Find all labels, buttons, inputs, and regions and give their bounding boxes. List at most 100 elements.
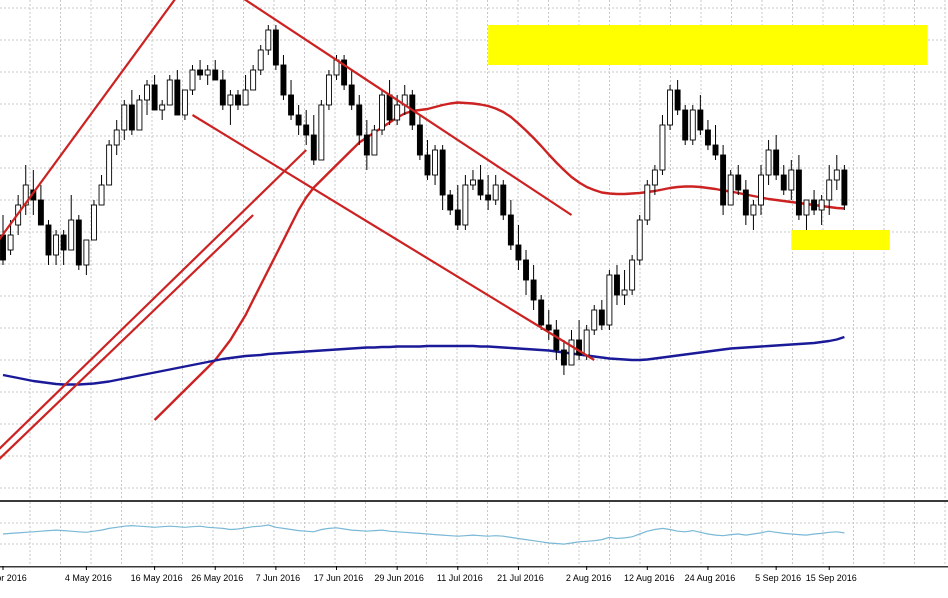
highlight-zone xyxy=(488,25,928,65)
candle xyxy=(144,80,150,115)
candle-body-down xyxy=(545,324,552,331)
candle-body-up xyxy=(818,199,825,211)
candle-body-up xyxy=(833,169,840,181)
candle xyxy=(758,165,764,215)
candle-body-up xyxy=(636,219,643,261)
candle xyxy=(818,195,825,225)
candle xyxy=(811,190,818,215)
x-tick-label: 24 Aug 2016 xyxy=(685,573,736,583)
candle-body-down xyxy=(151,84,158,111)
candle-body-down xyxy=(45,224,52,256)
candle-body-up xyxy=(91,204,97,241)
candle xyxy=(265,25,272,55)
candle-body-up xyxy=(318,104,325,161)
trendlines xyxy=(0,0,595,460)
candle xyxy=(507,200,514,250)
x-tick-label: 17 Jun 2016 xyxy=(314,573,364,583)
candle-body-down xyxy=(515,244,522,261)
candle-body-up xyxy=(144,84,150,101)
candle-body-down xyxy=(704,129,711,146)
moving-average-red xyxy=(153,101,845,421)
x-tick-label: 15 Sep 2016 xyxy=(806,573,857,583)
candle-body-down xyxy=(75,219,82,266)
candle-body-down xyxy=(447,194,454,211)
candle-body-up xyxy=(583,329,590,356)
candle-body-down xyxy=(811,199,818,211)
candle-body-up xyxy=(189,69,196,91)
candle xyxy=(310,115,317,165)
candle-body-down xyxy=(485,194,492,201)
candle-body-up xyxy=(106,144,113,186)
candle-body-down xyxy=(295,114,302,126)
candle-body-up xyxy=(621,289,628,296)
candle xyxy=(712,125,719,160)
candle xyxy=(227,90,234,125)
candle-body-up xyxy=(242,89,249,106)
candle xyxy=(560,340,567,375)
candle xyxy=(91,200,97,241)
candle-body-up xyxy=(758,174,764,206)
panel-separator xyxy=(0,500,948,502)
candle-body-up xyxy=(250,69,257,91)
candle xyxy=(60,230,67,265)
candle xyxy=(7,220,14,255)
candle xyxy=(720,145,727,215)
candle xyxy=(348,70,355,110)
candle-body-up xyxy=(204,69,211,76)
candle xyxy=(250,65,257,91)
candle-body-up xyxy=(227,94,234,106)
candle-body-down xyxy=(720,154,727,206)
candle-body-up xyxy=(68,219,75,251)
candle-body-up xyxy=(568,339,575,366)
candle-body-down xyxy=(386,94,393,121)
candle xyxy=(659,115,666,175)
candle xyxy=(401,85,408,115)
candle xyxy=(803,199,810,230)
candle-body-up xyxy=(462,184,469,226)
candle xyxy=(242,75,249,106)
candle-body-down xyxy=(212,69,219,81)
trendline xyxy=(0,214,254,460)
x-tick-label: 2 Aug 2016 xyxy=(566,573,612,583)
oscillator-line xyxy=(2,524,845,545)
candle xyxy=(288,80,294,120)
candle xyxy=(37,185,44,226)
candle xyxy=(727,170,734,206)
candle xyxy=(113,120,120,155)
candle xyxy=(568,330,575,366)
candle xyxy=(0,215,6,265)
x-tick-label: 16 May 2016 xyxy=(131,573,183,583)
candle-body-up xyxy=(659,124,666,171)
candle xyxy=(197,60,204,80)
candle-body-up xyxy=(788,169,795,191)
candle-body-up xyxy=(121,104,128,131)
candle xyxy=(523,250,529,295)
candle-body-down xyxy=(780,174,787,191)
candles xyxy=(0,25,848,375)
candle xyxy=(22,165,29,215)
candle-body-up xyxy=(166,79,173,106)
candle-body-up xyxy=(371,129,378,156)
candle xyxy=(174,70,181,116)
trendline xyxy=(191,114,595,361)
candle-body-down xyxy=(742,189,749,216)
candle xyxy=(454,185,461,230)
candle xyxy=(45,220,52,265)
candle xyxy=(598,300,605,330)
candle xyxy=(151,75,158,111)
candle xyxy=(356,95,363,145)
candle xyxy=(68,195,75,251)
candle-body-down xyxy=(598,309,605,326)
candle-body-up xyxy=(826,179,833,201)
candle-body-down xyxy=(0,234,6,261)
candle-body-down xyxy=(174,79,181,116)
candle-body-down xyxy=(356,104,363,136)
candle-body-up xyxy=(470,179,476,186)
candle xyxy=(121,100,128,140)
candle xyxy=(272,25,279,70)
candle xyxy=(318,100,325,161)
candle-body-up xyxy=(651,169,658,186)
candle xyxy=(371,125,378,156)
